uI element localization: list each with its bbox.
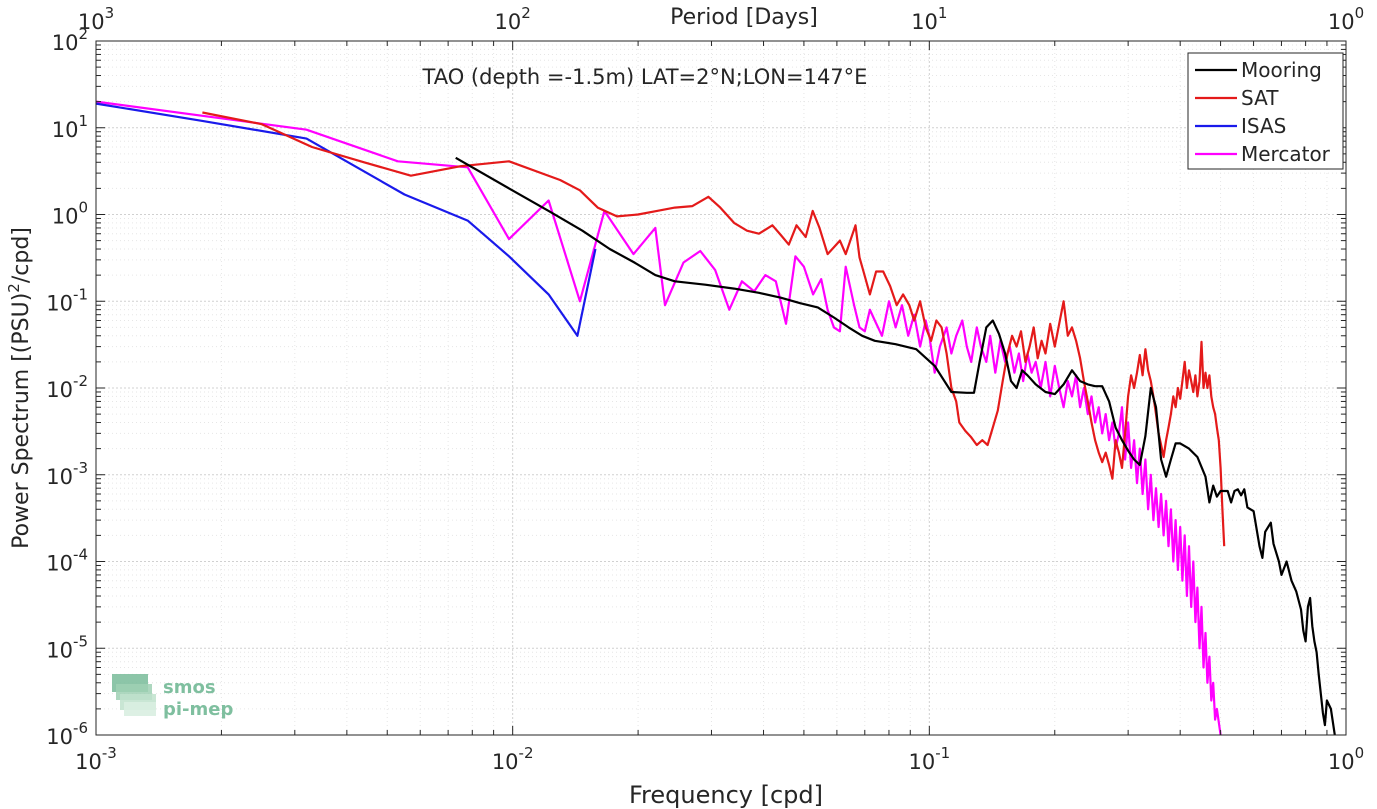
top-tick-label: 101	[911, 4, 947, 34]
y-tick-label: 10-2	[46, 372, 88, 402]
chart-title: TAO (depth =-1.5m) LAT=2°N;LON=147°E	[422, 65, 868, 89]
y-axis-label: Power Spectrum [(PSU)2/cpd]	[5, 227, 34, 549]
logo-line1: smos	[163, 677, 216, 698]
top-tick-label: 103	[78, 4, 114, 34]
legend-box	[1187, 52, 1344, 170]
series-line-isas	[96, 102, 597, 337]
legend-label-isas: ISAS	[1241, 114, 1286, 138]
series-line-mooring	[455, 156, 1336, 735]
y-tick-label: 10-1	[46, 285, 88, 315]
x-tick-label: 10-1	[908, 744, 950, 774]
x-tick-label: 10-3	[75, 744, 117, 774]
x-tick-label: 100	[1328, 744, 1364, 774]
legend-label-sat: SAT	[1241, 86, 1279, 110]
top-tick-label: 100	[1328, 4, 1364, 34]
series-line-sat	[202, 111, 1226, 547]
y-tick-label: 101	[52, 112, 88, 142]
y-tick-label: 10-5	[46, 632, 88, 662]
legend-label-mercator: Mercator	[1241, 142, 1331, 166]
x-axis-label: Frequency [cpd]	[629, 781, 823, 809]
top-axis-label: Period [Days]	[670, 5, 818, 30]
x-tick-label: 10-2	[492, 744, 534, 774]
logo-line2: pi-mep	[163, 699, 233, 720]
series-layer	[96, 100, 1336, 735]
legend-label-mooring: Mooring	[1241, 58, 1322, 82]
minor-grid	[96, 41, 1346, 735]
series-line-mercator	[96, 100, 1222, 735]
y-tick-label: 10-6	[46, 719, 88, 749]
legend: Mooring SAT ISAS Mercator	[1187, 52, 1344, 170]
y-tick-label: 100	[52, 199, 88, 229]
y-tick-label: 102	[52, 25, 88, 55]
top-tick-label: 102	[495, 4, 531, 34]
tick-marks	[95, 40, 1347, 736]
smos-pi-mep-logo: smos pi-mep	[112, 674, 233, 720]
y-tick-label: 10-3	[46, 459, 88, 489]
y-tick-label: 10-4	[46, 546, 88, 576]
